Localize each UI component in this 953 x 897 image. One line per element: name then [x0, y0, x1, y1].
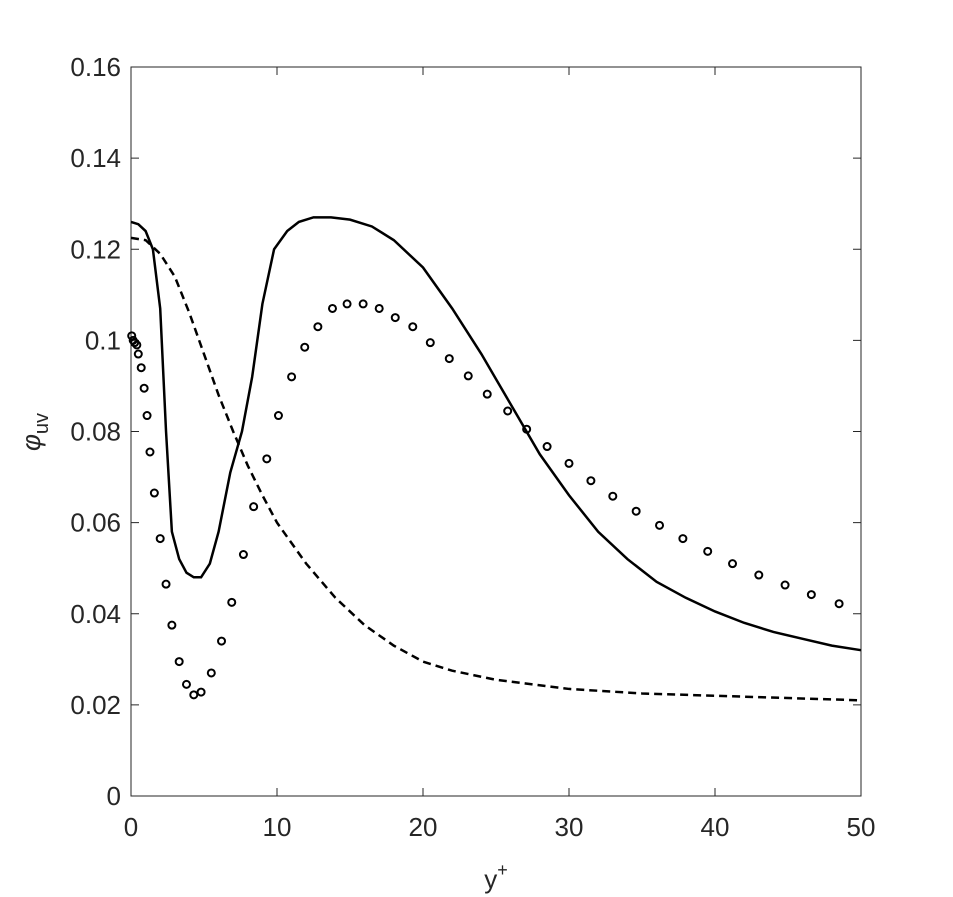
data-line	[130, 236, 862, 702]
data-point	[358, 299, 368, 309]
y-tick-label: 0.06	[70, 508, 121, 538]
data-line	[130, 216, 862, 652]
data-point	[142, 411, 152, 421]
data-point	[542, 442, 552, 452]
data-point	[133, 349, 143, 359]
data-point	[408, 322, 418, 332]
data-point	[227, 597, 237, 607]
data-point	[136, 363, 146, 373]
data-point	[586, 476, 596, 486]
data-point	[390, 313, 400, 323]
data-point	[780, 580, 790, 590]
data-point	[139, 383, 149, 393]
data-point	[482, 389, 492, 399]
y-tick-label: 0.08	[70, 417, 121, 447]
data-point	[287, 372, 297, 382]
data-point	[522, 424, 532, 434]
y-tick-label: 0.16	[70, 52, 121, 82]
data-point	[155, 534, 165, 544]
data-point	[189, 690, 199, 700]
data-point	[655, 520, 665, 530]
y-axis-label: φuv	[16, 413, 53, 451]
data-point	[145, 447, 155, 457]
data-point	[249, 502, 259, 512]
data-point	[149, 488, 159, 498]
data-point	[181, 679, 191, 689]
data-point	[834, 599, 844, 609]
x-axis-label: y+	[484, 860, 508, 894]
data-point	[631, 506, 641, 516]
data-point	[167, 620, 177, 630]
data-point	[703, 546, 713, 556]
data-point	[608, 491, 618, 501]
x-tick-label: 30	[555, 812, 584, 842]
data-point	[174, 657, 184, 667]
data-point	[196, 687, 206, 697]
data-point	[463, 371, 473, 381]
data-point	[161, 579, 171, 589]
data-point	[728, 559, 738, 569]
x-label-sup: +	[497, 860, 508, 880]
y-tick-label: 0.14	[70, 143, 121, 173]
data-point	[342, 299, 352, 309]
data-point	[754, 570, 764, 580]
data-point	[300, 342, 310, 352]
x-tick-label: 40	[701, 812, 730, 842]
data-point	[238, 550, 248, 560]
data-point	[564, 458, 574, 468]
data-point	[273, 411, 283, 421]
data-point	[206, 668, 216, 678]
y-tick-label: 0.02	[70, 690, 121, 720]
x-tick-label: 20	[409, 812, 438, 842]
x-tick-label: 10	[263, 812, 292, 842]
y-label-sub: uv	[31, 413, 53, 434]
y-tick-label: 0.12	[70, 234, 121, 264]
data-point	[374, 303, 384, 313]
y-label-symbol: φ	[16, 434, 46, 451]
data-point	[806, 590, 816, 600]
x-label-base: y	[484, 864, 497, 894]
data-point	[503, 406, 513, 416]
data-point	[313, 322, 323, 332]
data-point	[327, 303, 337, 313]
x-tick-label: 50	[847, 812, 876, 842]
data-point	[262, 454, 272, 464]
data-point	[678, 534, 688, 544]
plot-frame	[130, 66, 862, 797]
x-tick-label: 0	[124, 812, 138, 842]
data-point	[132, 340, 142, 350]
data-point	[444, 354, 454, 364]
y-tick-label: 0.04	[70, 599, 121, 629]
data-point	[425, 338, 435, 348]
y-tick-label: 0.1	[85, 325, 121, 355]
data-point	[217, 636, 227, 646]
y-tick-label: 0	[107, 781, 121, 811]
